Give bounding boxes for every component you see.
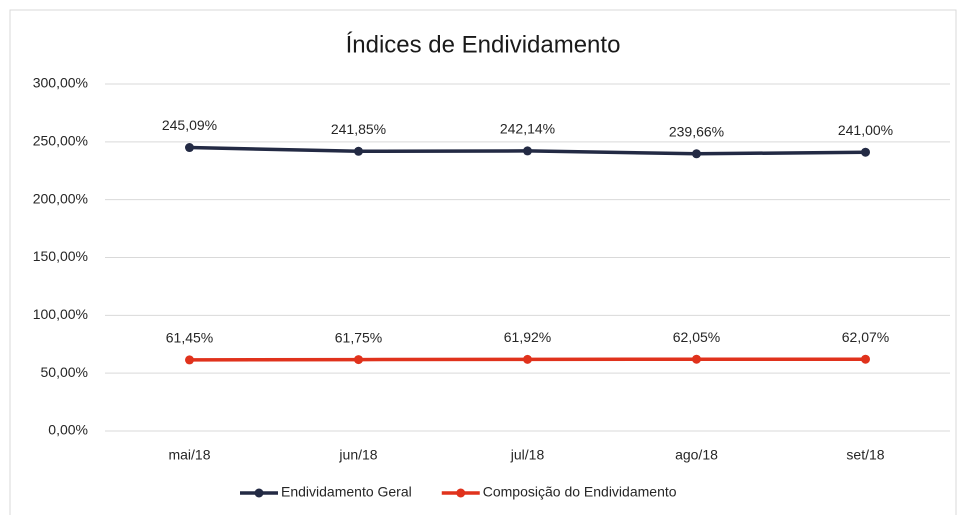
data-label: 241,85% — [331, 121, 386, 137]
legend-label: Composição do Endividamento — [483, 484, 677, 500]
data-point — [523, 354, 532, 364]
data-point — [354, 146, 363, 156]
data-label: 242,14% — [500, 121, 555, 137]
data-point — [861, 354, 870, 364]
data-point — [185, 143, 194, 153]
y-tick-label: 0,00% — [48, 422, 88, 438]
y-tick-label: 100,00% — [33, 306, 88, 322]
data-point — [185, 355, 194, 365]
x-tick-label: jun/18 — [338, 447, 377, 463]
data-point — [523, 146, 532, 156]
data-label: 245,09% — [162, 117, 217, 133]
y-tick-label: 50,00% — [41, 364, 88, 380]
data-point — [354, 355, 363, 365]
x-tick-label: set/18 — [846, 447, 884, 463]
y-tick-label: 150,00% — [33, 248, 88, 264]
chart-title: Índices de Endividamento — [346, 31, 621, 58]
legend-label: Endividamento Geral — [281, 484, 412, 500]
data-label: 241,00% — [838, 122, 893, 138]
x-tick-label: ago/18 — [675, 447, 718, 463]
legend-marker — [254, 488, 264, 498]
y-tick-label: 300,00% — [33, 75, 88, 91]
data-point — [861, 147, 870, 157]
data-label: 61,75% — [335, 329, 382, 345]
data-label: 62,05% — [673, 329, 720, 345]
x-tick-label: jul/18 — [510, 447, 545, 463]
data-point — [692, 354, 701, 364]
y-tick-label: 200,00% — [33, 190, 88, 206]
chart-border — [9, 9, 957, 515]
x-tick-label: mai/18 — [168, 447, 210, 463]
data-label: 61,45% — [166, 330, 213, 346]
y-tick-label: 250,00% — [33, 133, 88, 149]
data-label: 62,07% — [842, 329, 889, 345]
data-label: 239,66% — [669, 123, 724, 139]
data-label: 61,92% — [504, 329, 551, 345]
data-point — [692, 149, 701, 159]
legend-marker — [456, 488, 466, 498]
